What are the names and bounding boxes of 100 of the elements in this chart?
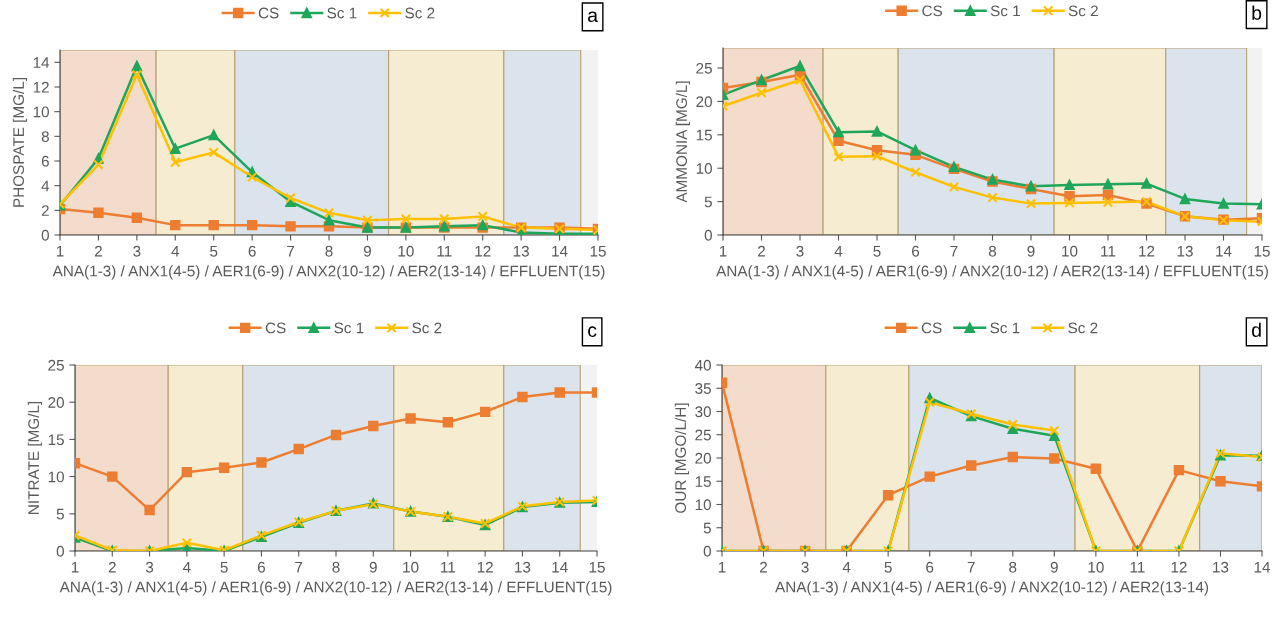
x-tick-label: 2 xyxy=(758,245,765,257)
x-tick-label: 10 xyxy=(398,245,414,257)
x-tick-label: 5 xyxy=(210,245,218,257)
y-tick-label: 10 xyxy=(696,163,712,174)
x-tick-label: 3 xyxy=(145,561,154,573)
y-tick-label: 10 xyxy=(48,471,64,483)
legend-label: CS xyxy=(921,322,942,334)
x-tick-label: 13 xyxy=(515,561,531,573)
x-tick-label: 12 xyxy=(477,561,493,573)
x-tick-label: 5 xyxy=(884,561,892,573)
x-tick-label: 4 xyxy=(171,245,180,257)
x-axis-title: ANA(1-3) / ANX1(4-5) / AER1(6-9) / ANX2(10-12) / AER2(13-14) xyxy=(775,581,1209,596)
x-tick-label: 2 xyxy=(760,561,768,573)
x-tick-label: 6 xyxy=(257,561,266,573)
x-tick-label: 9 xyxy=(369,561,377,573)
x-tick-label: 3 xyxy=(801,561,809,573)
y-tick-label: 15 xyxy=(48,434,64,446)
legend-label: CS xyxy=(922,5,943,17)
y-tick-label: 5 xyxy=(704,196,712,208)
x-tick-label: 14 xyxy=(552,245,568,257)
y-axis-title: AMMONIA [MG/L] xyxy=(675,81,691,203)
y-tick-label: 20 xyxy=(696,96,712,108)
x-tick-label: 9 xyxy=(363,245,371,257)
x-tick-label: 10 xyxy=(403,561,419,573)
y-tick-label: 2 xyxy=(41,205,49,216)
y-tick-label: 15 xyxy=(696,129,712,141)
x-tick-label: 12 xyxy=(1171,561,1187,573)
x-tick-label: 4 xyxy=(842,561,851,573)
x-tick-label: 6 xyxy=(248,245,256,257)
x-tick-label: 5 xyxy=(220,561,228,573)
x-tick-label: 3 xyxy=(796,245,804,257)
y-tick-label: 5 xyxy=(703,522,711,534)
x-tick-label: 11 xyxy=(441,561,456,573)
x-tick-label: 8 xyxy=(332,561,340,573)
x-tick-label: 1 xyxy=(56,245,64,257)
x-tick-label: 12 xyxy=(1139,245,1155,257)
x-tick-label: 6 xyxy=(912,245,920,257)
x-tick-label: 13 xyxy=(1177,245,1193,257)
x-tick-label: 12 xyxy=(475,245,491,257)
y-tick-label: 8 xyxy=(41,131,49,143)
x-tick-label: 14 xyxy=(1216,245,1232,257)
x-tick-label: 3 xyxy=(133,245,141,257)
x-tick-label: 2 xyxy=(108,561,116,573)
y-tick-label: 0 xyxy=(56,545,64,557)
x-tick-label: 13 xyxy=(1213,561,1229,573)
x-axis-title: ANA(1-3) / ANX1(4-5) / AER1(6-9) / ANX2(10-12) / AER2(13-14) / EFFLUENT(15) xyxy=(59,581,612,596)
x-tick-label: 8 xyxy=(1009,561,1017,573)
y-tick-label: 10 xyxy=(33,106,49,118)
x-tick-label: 14 xyxy=(1254,561,1271,573)
x-tick-label: 8 xyxy=(988,245,997,257)
x-tick-label: 7 xyxy=(287,245,295,257)
legend-label: Sc 2 xyxy=(1068,322,1098,334)
text: d xyxy=(1252,322,1261,337)
x-axis-title: ANA(1-3) / ANX1(4-5) / AER1(6-9) / ANX2(10-12) / AER2(13-14) / EFFLUENT(15) xyxy=(716,265,1268,280)
y-axis-title: OUR [MGO/L/H] xyxy=(674,403,690,513)
legend-label: Sc 1 xyxy=(334,322,364,334)
x-tick-label: 9 xyxy=(1027,245,1035,257)
y-tick-label: 10 xyxy=(695,499,711,511)
x-tick-label: 9 xyxy=(1050,561,1058,573)
x-axis-title: ANA(1-3) / ANX1(4-5) / AER1(6-9) / ANX2(10-12) / AER2(13-14) / EFFLUENT(15) xyxy=(52,265,605,280)
y-tick-label: 0 xyxy=(41,229,49,241)
text: c xyxy=(588,326,597,337)
x-tick-label: 5 xyxy=(873,245,881,257)
legend-label: Sc 1 xyxy=(327,7,357,19)
y-tick-label: 6 xyxy=(41,155,49,167)
y-tick-label: 25 xyxy=(696,62,712,74)
y-tick-label: 5 xyxy=(56,508,64,520)
x-tick-label: 11 xyxy=(1130,561,1145,573)
y-tick-label: 0 xyxy=(703,545,711,557)
x-tick-label: 8 xyxy=(325,245,333,257)
x-tick-label: 4 xyxy=(182,561,191,573)
x-tick-label: 15 xyxy=(590,245,606,257)
y-axis-title: NITRATE [MG/L] xyxy=(27,401,43,514)
x-tick-label: 11 xyxy=(437,245,452,257)
x-tick-label: 10 xyxy=(1088,561,1104,573)
x-tick-label: 15 xyxy=(1254,245,1270,257)
legend-label: CS xyxy=(265,322,286,334)
text: a xyxy=(588,11,598,23)
legend-label: Sc 1 xyxy=(990,5,1020,17)
legend-label: Sc 2 xyxy=(412,322,442,334)
x-tick-label: 6 xyxy=(926,561,934,573)
text: b xyxy=(1252,5,1262,20)
x-tick-label: 11 xyxy=(1101,245,1116,257)
legend-label: CS xyxy=(258,7,279,19)
x-tick-label: 7 xyxy=(967,561,975,573)
legend-label: Sc 2 xyxy=(405,7,435,19)
y-tick-label: 20 xyxy=(695,452,711,464)
x-tick-label: 1 xyxy=(71,561,79,573)
x-tick-label: 1 xyxy=(718,561,726,573)
y-tick-label: 40 xyxy=(694,359,711,371)
x-tick-label: 7 xyxy=(295,561,303,573)
x-tick-label: 1 xyxy=(719,245,727,257)
y-tick-label: 15 xyxy=(695,476,711,487)
y-tick-label: 35 xyxy=(695,383,711,394)
x-tick-label: 10 xyxy=(1062,245,1078,257)
y-tick-label: 20 xyxy=(48,397,64,408)
y-tick-label: 0 xyxy=(704,229,712,241)
legend-label: Sc 1 xyxy=(990,322,1020,334)
x-tick-label: 7 xyxy=(950,245,958,257)
y-tick-label: 30 xyxy=(695,406,711,418)
